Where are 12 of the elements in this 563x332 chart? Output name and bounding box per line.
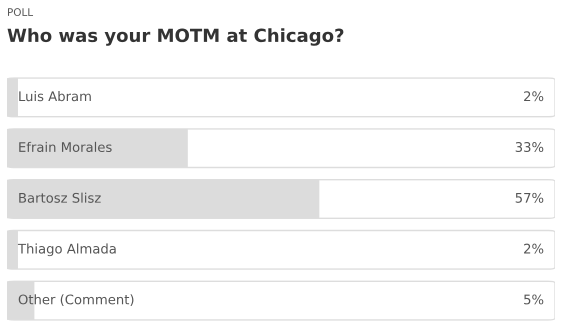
chart-subtitle: POLL xyxy=(8,8,34,16)
data-label: 5% xyxy=(524,294,544,304)
data-label: 57% xyxy=(516,192,544,203)
y-tick-label: Efrain Morales xyxy=(19,142,112,152)
chart-title: Who was your MOTM at Chicago? xyxy=(8,28,344,46)
y-tick-label: Other (Comment) xyxy=(18,294,134,306)
data-label: 2% xyxy=(524,244,544,254)
y-tick-label: Thiago Almada xyxy=(18,243,116,256)
data-label: 2% xyxy=(524,91,544,102)
data-label: 33% xyxy=(516,142,544,152)
y-tick-label: Bartosz Slisz xyxy=(19,192,101,203)
y-tick-label: Luis Abram xyxy=(19,91,91,102)
